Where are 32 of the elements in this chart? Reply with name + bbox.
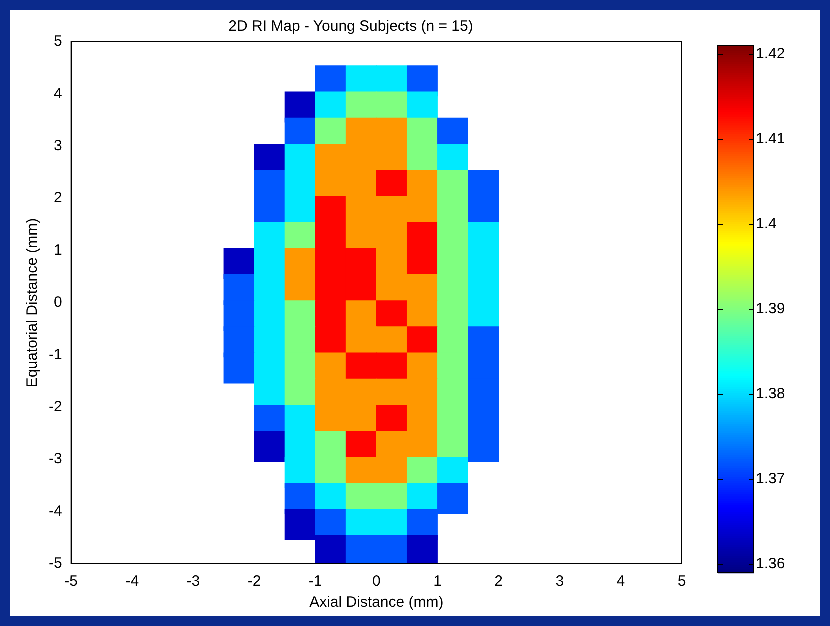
x-tick-label: 3 <box>556 573 564 590</box>
y-tick-label: -5 <box>48 555 62 572</box>
color-bar-label: 1.42 <box>756 46 786 63</box>
x-tick-label: 1 <box>434 573 442 590</box>
y-tick-label: 2 <box>54 190 62 207</box>
color-bar-label: 1.38 <box>756 386 786 403</box>
x-tick-label: -4 <box>126 573 140 590</box>
color-bar-label: 1.36 <box>756 556 786 573</box>
color-bar-label: 1.39 <box>756 300 786 318</box>
y-tick-label: 1 <box>54 242 62 259</box>
y-axis-title: Equatorial Distance (mm) <box>24 218 42 388</box>
x-tick-label: -1 <box>308 573 322 590</box>
x-tick-label: 2 <box>494 573 503 590</box>
y-tick-label: 0 <box>54 294 62 312</box>
x-tick-label: -3 <box>186 573 200 590</box>
color-bar-label: 1.37 <box>756 470 786 488</box>
y-tick-label: -1 <box>48 346 62 364</box>
color-bar-label: 1.41 <box>756 130 786 148</box>
y-tick-label: 5 <box>54 33 62 50</box>
x-tick-label: -2 <box>248 573 262 590</box>
chart-title: 2D RI Map - Young Subjects (n = 15) <box>228 18 474 36</box>
x-axis-title: Axial Distance (mm) <box>310 594 444 612</box>
y-tick-label: 4 <box>54 85 62 102</box>
y-tick-label: 3 <box>54 138 62 155</box>
x-tick-label: 5 <box>678 573 686 590</box>
y-tick-label: -4 <box>48 502 62 520</box>
y-tick-label: -2 <box>48 398 62 416</box>
x-tick-label: 0 <box>372 573 381 590</box>
color-bar-label: 1.4 <box>756 216 777 233</box>
x-tick-label: -5 <box>64 573 78 590</box>
x-tick-label: 4 <box>616 573 626 590</box>
y-tick-label: -3 <box>48 450 62 468</box>
